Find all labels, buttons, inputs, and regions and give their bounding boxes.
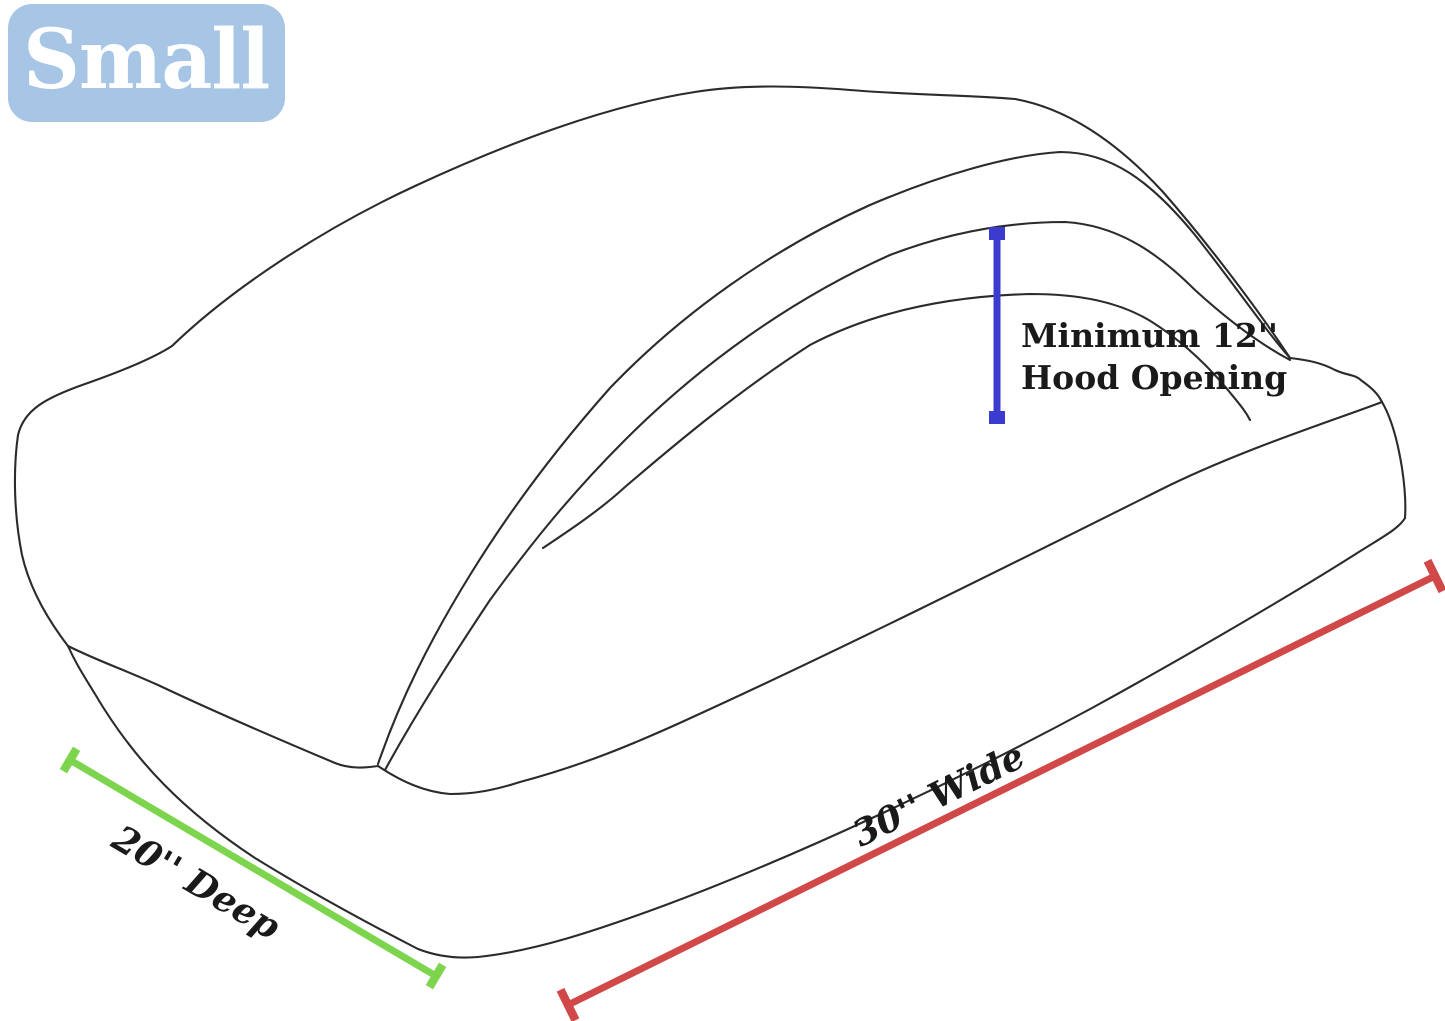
- depth-dimension-line: [68, 756, 438, 980]
- bed-dome-outline-path: [13, 85, 1292, 648]
- width-dimension-line: [566, 572, 1437, 1009]
- depth-dimension: [59, 746, 447, 990]
- size-badge: Small: [8, 4, 285, 122]
- hood-rim-outer-arc-path: [376, 150, 1292, 766]
- width-right-cap: [1423, 558, 1445, 594]
- hood-rim-inner-arc-path: [383, 220, 1292, 772]
- bed-bottom-edge-path: [66, 516, 1407, 959]
- bed-line-art: [13, 85, 1407, 959]
- cushion-top-edge-path: [376, 400, 1384, 796]
- depth-right-cap: [425, 962, 447, 990]
- hood-opening-bottom-cap: [989, 411, 1005, 424]
- width-label: 30'' Wide: [846, 735, 1031, 855]
- hood-opening-label-line1: Minimum 12'': [1021, 316, 1278, 355]
- hood-opening-dimension: [989, 227, 1005, 424]
- hood-opening-label-line2: Hood Opening: [1021, 358, 1287, 397]
- depth-left-cap: [59, 746, 81, 774]
- hood-opening-top-cap: [989, 227, 1005, 240]
- bed-side-seam-path: [66, 644, 380, 769]
- width-left-cap: [556, 987, 580, 1021]
- bed-right-corner-path: [1288, 356, 1407, 520]
- width-dimension: [556, 558, 1445, 1021]
- hood-opening-inner-curve-path: [541, 292, 1252, 550]
- size-badge-label: Small: [23, 12, 270, 108]
